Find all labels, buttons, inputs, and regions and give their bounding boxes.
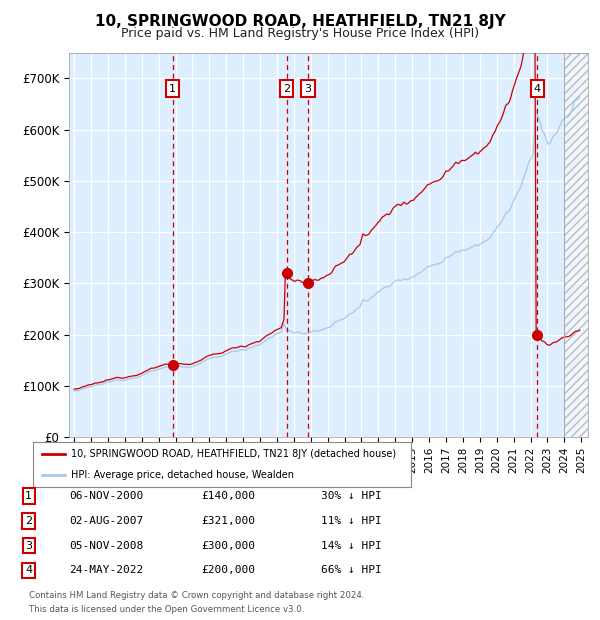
Text: 24-MAY-2022: 24-MAY-2022 — [69, 565, 143, 575]
Text: 30% ↓ HPI: 30% ↓ HPI — [321, 491, 382, 501]
Text: 10, SPRINGWOOD ROAD, HEATHFIELD, TN21 8JY: 10, SPRINGWOOD ROAD, HEATHFIELD, TN21 8J… — [95, 14, 505, 29]
Text: 66% ↓ HPI: 66% ↓ HPI — [321, 565, 382, 575]
Text: £321,000: £321,000 — [201, 516, 255, 526]
Text: £140,000: £140,000 — [201, 491, 255, 501]
Text: Price paid vs. HM Land Registry's House Price Index (HPI): Price paid vs. HM Land Registry's House … — [121, 27, 479, 40]
Text: 1: 1 — [169, 84, 176, 94]
Text: 3: 3 — [304, 84, 311, 94]
Text: 02-AUG-2007: 02-AUG-2007 — [69, 516, 143, 526]
Text: 06-NOV-2000: 06-NOV-2000 — [69, 491, 143, 501]
Text: This data is licensed under the Open Government Licence v3.0.: This data is licensed under the Open Gov… — [29, 604, 304, 614]
Text: 2: 2 — [25, 516, 32, 526]
Text: 4: 4 — [25, 565, 32, 575]
Text: £200,000: £200,000 — [201, 565, 255, 575]
Text: 14% ↓ HPI: 14% ↓ HPI — [321, 541, 382, 551]
Text: 1: 1 — [25, 491, 32, 501]
Text: HPI: Average price, detached house, Wealden: HPI: Average price, detached house, Weal… — [71, 469, 294, 480]
Text: Contains HM Land Registry data © Crown copyright and database right 2024.: Contains HM Land Registry data © Crown c… — [29, 591, 364, 600]
Text: 4: 4 — [533, 84, 541, 94]
Text: £300,000: £300,000 — [201, 541, 255, 551]
Bar — [565, 53, 590, 437]
Text: 11% ↓ HPI: 11% ↓ HPI — [321, 516, 382, 526]
Bar — [565, 53, 590, 437]
Text: 2: 2 — [283, 84, 290, 94]
Text: 10, SPRINGWOOD ROAD, HEATHFIELD, TN21 8JY (detached house): 10, SPRINGWOOD ROAD, HEATHFIELD, TN21 8J… — [71, 449, 396, 459]
Text: 05-NOV-2008: 05-NOV-2008 — [69, 541, 143, 551]
Text: 3: 3 — [25, 541, 32, 551]
